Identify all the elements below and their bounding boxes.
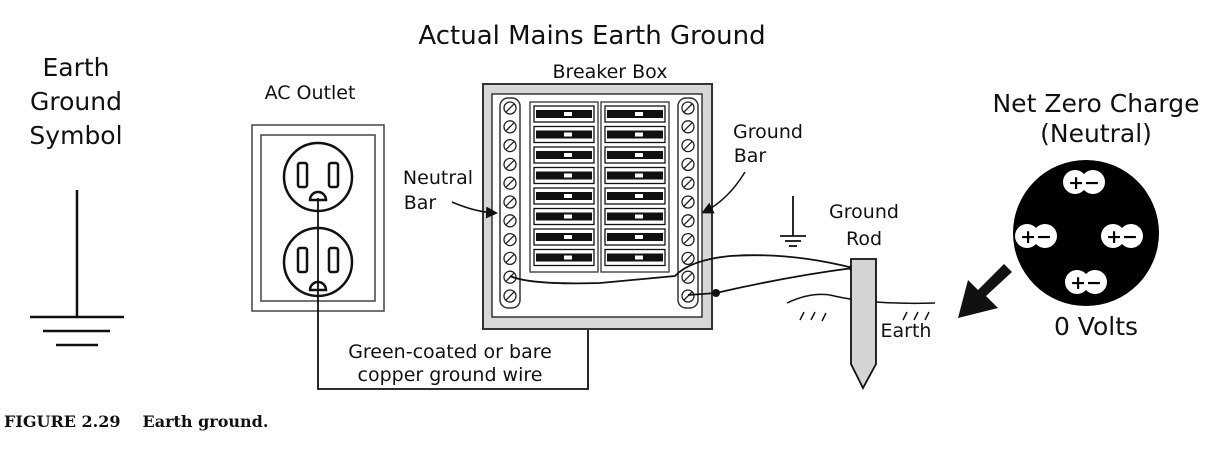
screw-icon — [503, 214, 517, 228]
screw-icon — [681, 214, 695, 228]
screw-icon — [503, 251, 517, 266]
svg-text:+−: +− — [1020, 226, 1052, 248]
breaker-switch — [533, 166, 595, 185]
ground-bar-label-line-2: Bar — [734, 145, 767, 167]
wire-label-line-2: copper ground wire — [358, 364, 543, 386]
neutral-charge-circle — [1013, 160, 1159, 306]
screw-icon — [681, 251, 695, 266]
screw-icon — [681, 120, 695, 134]
screw-icon — [503, 195, 517, 209]
neutral-bar-label-line-2: Bar — [404, 192, 437, 214]
screw-icon — [681, 176, 695, 190]
ground-rod-label-line-1: Ground — [829, 201, 899, 223]
earth-ground-symbol-icon — [30, 190, 124, 347]
screw-icon — [681, 270, 695, 284]
net-charge-label-line-1: Net Zero Charge — [992, 89, 1199, 118]
figure-caption-text: Earth ground. — [142, 412, 269, 431]
net-zero-charge-group: Net Zero Charge (Neutral) +− +− +− +− 0 Vol… — [992, 89, 1199, 341]
breaker-switch — [604, 248, 666, 267]
ground-bar-to-rod-wire — [687, 267, 854, 296]
breaker-box-group: Breaker Box — [482, 61, 713, 330]
earth-hatch-marks — [799, 311, 930, 322]
symbol-label-line-3: Symbol — [29, 121, 122, 150]
breaker-switches — [529, 101, 670, 273]
svg-text:+−: +− — [1106, 226, 1138, 248]
screw-icon — [681, 232, 695, 247]
neutral-bar-screws — [503, 101, 517, 303]
screw-icon — [503, 176, 517, 190]
screw-icon — [681, 101, 695, 115]
breaker-switch — [604, 207, 666, 226]
breaker-switch — [604, 146, 666, 164]
earth-label: Earth — [881, 320, 932, 342]
charge-pair-icon: +− — [1015, 224, 1057, 248]
volts-label: 0 Volts — [1054, 312, 1138, 341]
charge-pair-icon: +− — [1065, 270, 1107, 294]
screw-icon — [503, 120, 517, 134]
breaker-switch — [604, 228, 666, 246]
ground-surface-line — [786, 293, 936, 305]
ground-bar-arrow — [701, 171, 746, 214]
symbol-label-line-2: Ground — [30, 87, 122, 116]
ground-rod-group: Ground Rod Earth — [786, 201, 936, 390]
svg-text:+−: +− — [1068, 172, 1100, 194]
screw-icon — [503, 289, 517, 303]
charge-pair-icon: +− — [1063, 170, 1105, 194]
earth-ground-diagram: Actual Mains Earth Ground Earth Ground S… — [29, 21, 1200, 390]
breaker-switch — [604, 125, 666, 144]
breaker-switch — [533, 228, 595, 246]
small-ground-symbol-icon — [780, 196, 806, 247]
breaker-switch — [533, 248, 595, 267]
breaker-switch — [533, 146, 595, 164]
breaker-switch — [533, 105, 595, 123]
ground-rod — [850, 258, 877, 390]
outlet-receptacle-top — [282, 141, 354, 213]
neutral-bar-arrow — [451, 201, 498, 219]
screw-icon — [503, 232, 517, 247]
screw-icon — [681, 138, 695, 153]
wire-label-line-1: Green-coated or bare — [348, 341, 552, 363]
screw-icon — [503, 101, 517, 115]
breaker-switch — [533, 125, 595, 144]
screw-icon — [681, 289, 695, 303]
figure-number: FIGURE 2.29 — [4, 412, 121, 431]
figure-caption: FIGURE 2.29 Earth ground. — [4, 412, 268, 431]
outlet-label: AC Outlet — [265, 82, 356, 104]
ground-bar-label-line-1: Ground — [733, 121, 803, 143]
screw-icon — [503, 270, 517, 284]
breaker-label: Breaker Box — [553, 61, 668, 83]
earth-ground-symbol-group: Earth Ground Symbol — [29, 53, 124, 347]
charge-pairs: +− +− +− +− — [1015, 170, 1143, 294]
neutral-to-rod-wire — [509, 254, 854, 285]
breaker-switch — [533, 207, 595, 226]
breaker-switch — [604, 105, 666, 123]
charge-flow-arrow-icon — [958, 264, 1012, 318]
screw-icon — [681, 195, 695, 209]
charge-pair-icon: +− — [1101, 224, 1143, 248]
screw-icon — [681, 157, 695, 172]
ground-bar-screws — [681, 101, 695, 303]
diagram-title: Actual Mains Earth Ground — [418, 21, 765, 51]
breaker-switch — [604, 187, 666, 205]
screw-icon — [503, 157, 517, 172]
screw-icon — [503, 138, 517, 153]
symbol-label-line-1: Earth — [42, 53, 109, 82]
ground-rod-label-line-2: Rod — [846, 228, 882, 250]
ground-bar-junction — [712, 289, 720, 297]
breaker-switch — [604, 166, 666, 185]
svg-text:+−: +− — [1070, 272, 1102, 294]
breaker-switch — [533, 187, 595, 205]
net-charge-label-line-2: (Neutral) — [1040, 119, 1152, 148]
neutral-bar-label-line-1: Neutral — [403, 167, 473, 189]
